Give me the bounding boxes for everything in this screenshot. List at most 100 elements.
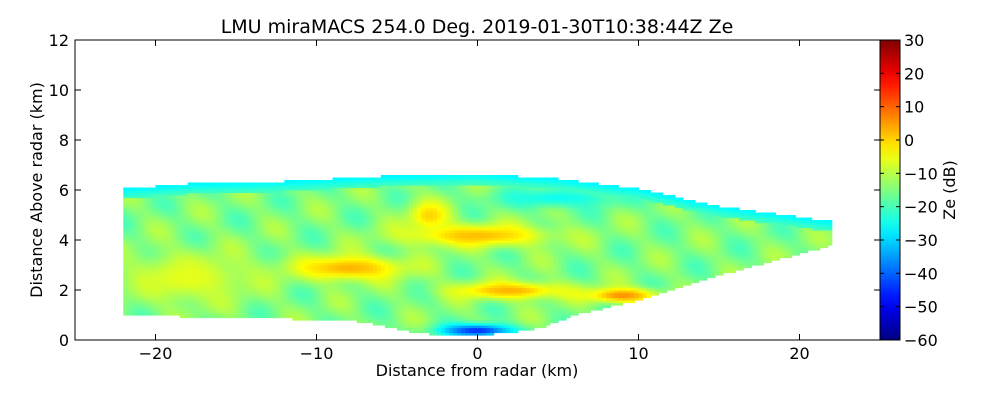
echo-cell — [409, 290, 414, 294]
echo-cell — [380, 187, 386, 191]
echo-cell — [441, 190, 446, 194]
echo-cell — [457, 207, 462, 211]
echo-cell — [171, 310, 177, 314]
echo-cell — [328, 267, 334, 271]
echo-cell — [429, 232, 434, 236]
echo-cell — [320, 195, 326, 199]
echo-cell — [457, 245, 462, 249]
echo-cell — [417, 180, 422, 184]
echo-cell — [191, 217, 197, 221]
echo-cell — [159, 190, 165, 194]
echo-cell — [147, 240, 153, 244]
echo-cell — [131, 305, 136, 309]
echo-cell — [332, 177, 338, 181]
echo-cell — [203, 280, 209, 284]
echo-cell — [465, 312, 471, 316]
echo-cell — [457, 270, 462, 274]
echo-cell — [340, 265, 346, 269]
echo-cell — [320, 315, 326, 319]
echo-cell — [316, 267, 322, 271]
echo-cell — [332, 305, 338, 309]
echo-cell — [368, 260, 374, 264]
echo-cell — [429, 197, 434, 201]
echo-cell — [211, 182, 217, 186]
echo-cell — [308, 230, 314, 234]
echo-cell — [183, 190, 189, 194]
echo-cell — [328, 285, 334, 289]
echo-cell — [135, 282, 141, 286]
echo-cell — [445, 325, 450, 329]
echo-cell — [300, 245, 306, 249]
echo-cell — [276, 272, 281, 276]
echo-cell — [425, 315, 430, 319]
echo-cell — [171, 245, 177, 249]
echo-cell — [304, 307, 310, 311]
echo-cell — [360, 300, 366, 304]
echo-cell — [272, 215, 277, 219]
echo-cell — [288, 300, 293, 304]
echo-cell — [304, 315, 310, 319]
echo-cell — [147, 220, 153, 224]
echo-cell — [469, 315, 475, 319]
echo-cell — [368, 295, 374, 299]
echo-cell — [175, 252, 181, 256]
echo-cell — [473, 227, 479, 231]
echo-cell — [183, 252, 189, 256]
echo-cell — [344, 315, 350, 319]
echo-cell — [179, 210, 185, 214]
echo-cell — [135, 232, 141, 236]
echo-cell — [248, 182, 253, 186]
echo-cell — [425, 242, 430, 246]
echo-cell — [320, 255, 326, 259]
echo-cell — [256, 297, 261, 301]
echo-cell — [151, 262, 157, 266]
echo-cell — [252, 197, 257, 201]
echo-cell — [316, 182, 322, 186]
echo-cell — [469, 212, 475, 216]
echo-cell — [171, 282, 177, 286]
echo-cell — [380, 177, 386, 181]
echo-cell — [244, 285, 249, 289]
echo-cell — [344, 212, 350, 216]
echo-cell — [147, 295, 153, 299]
echo-cell — [417, 202, 422, 206]
echo-cell — [203, 302, 209, 306]
echo-cell — [453, 310, 458, 314]
echo-cell — [252, 210, 257, 214]
echo-cell — [469, 292, 475, 296]
echo-cell — [227, 237, 233, 241]
echo-cell — [252, 232, 257, 236]
echo-cell — [453, 270, 458, 274]
echo-cell — [316, 262, 322, 266]
echo-cell — [131, 227, 136, 231]
echo-cell — [421, 185, 426, 189]
echo-cell — [300, 217, 306, 221]
echo-cell — [421, 300, 426, 304]
echo-cell — [433, 282, 438, 286]
echo-cell — [143, 307, 149, 311]
echo-cell — [388, 207, 394, 211]
echo-cell — [336, 247, 342, 251]
echo-cell — [227, 192, 233, 196]
echo-cell — [392, 192, 398, 196]
echo-cell — [449, 300, 454, 304]
echo-cell — [183, 220, 189, 224]
echo-cell — [316, 275, 322, 279]
echo-cell — [252, 205, 257, 209]
echo-cell — [332, 207, 338, 211]
echo-cell — [409, 267, 414, 271]
echo-cell — [405, 207, 410, 211]
echo-cell — [300, 227, 306, 231]
echo-cell — [320, 192, 326, 196]
echo-cell — [219, 200, 225, 204]
echo-cell — [151, 280, 157, 284]
echo-cell — [272, 260, 277, 264]
echo-cell — [320, 265, 326, 269]
echo-cell — [352, 212, 358, 216]
echo-cell — [296, 182, 302, 186]
echo-cell — [413, 230, 418, 234]
echo-cell — [397, 252, 402, 256]
echo-cell — [380, 227, 386, 231]
echo-cell — [300, 300, 306, 304]
echo-cell — [312, 255, 318, 259]
